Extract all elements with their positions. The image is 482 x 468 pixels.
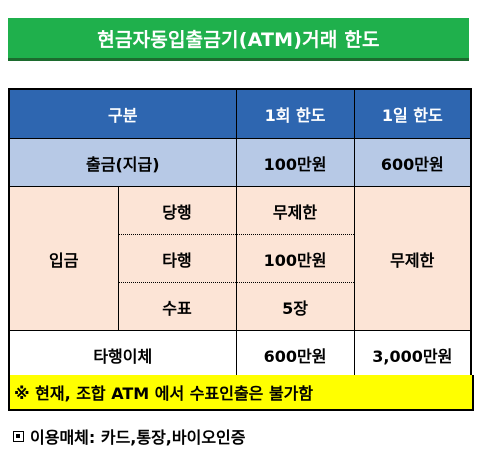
withdrawal-per-day: 600만원 (354, 138, 472, 187)
deposit-per-day: 무제한 (354, 186, 472, 331)
deposit-sub-own-bank: 당행 (118, 186, 237, 235)
notice-text: ※ 현재, 조합 ATM 에서 수표인출은 불가함 (14, 384, 314, 403)
deposit-label: 입금 (9, 186, 119, 331)
deposit-row-other-bank: 타행 100만원 (9, 234, 471, 283)
square-bullet-icon (13, 430, 24, 442)
deposit-row-check: 수표 5장 (9, 282, 471, 331)
deposit-own-bank-per-transaction: 무제한 (236, 186, 355, 235)
transfer-per-transaction: 600만원 (236, 330, 355, 380)
atm-limit-table: 구분 1회 한도 1일 한도 출금(지급) 100만원 600만원 입금 당행 … (8, 88, 473, 380)
notice-banner: ※ 현재, 조합 ATM 에서 수표인출은 불가함 (8, 375, 474, 411)
header-category: 구분 (9, 89, 237, 139)
page-title: 현금자동입출금기(ATM)거래 한도 (8, 18, 469, 61)
transfer-per-day: 3,000만원 (354, 330, 472, 380)
deposit-sub-check: 수표 (118, 282, 237, 331)
transfer-row: 타행이체 600만원 3,000만원 (9, 330, 472, 380)
supported-media-text: 이용매체: 카드,통장,바이오인증 (30, 428, 246, 447)
deposit-row-own-bank: 입금 당행 무제한 무제한 (9, 186, 472, 331)
withdrawal-per-transaction: 100만원 (236, 138, 355, 187)
deposit-check-per-transaction: 5장 (236, 282, 355, 331)
supported-media-line: 이용매체: 카드,통장,바이오인증 (13, 424, 246, 448)
deposit-sub-other-bank: 타행 (118, 234, 237, 283)
table-header-row: 구분 1회 한도 1일 한도 (9, 89, 472, 139)
transfer-label: 타행이체 (9, 330, 237, 380)
header-per-day: 1일 한도 (354, 89, 472, 139)
withdrawal-label: 출금(지급) (9, 138, 237, 187)
deposit-other-bank-per-transaction: 100만원 (236, 234, 355, 283)
header-per-transaction: 1회 한도 (236, 89, 355, 139)
withdrawal-row: 출금(지급) 100만원 600만원 (9, 138, 472, 187)
